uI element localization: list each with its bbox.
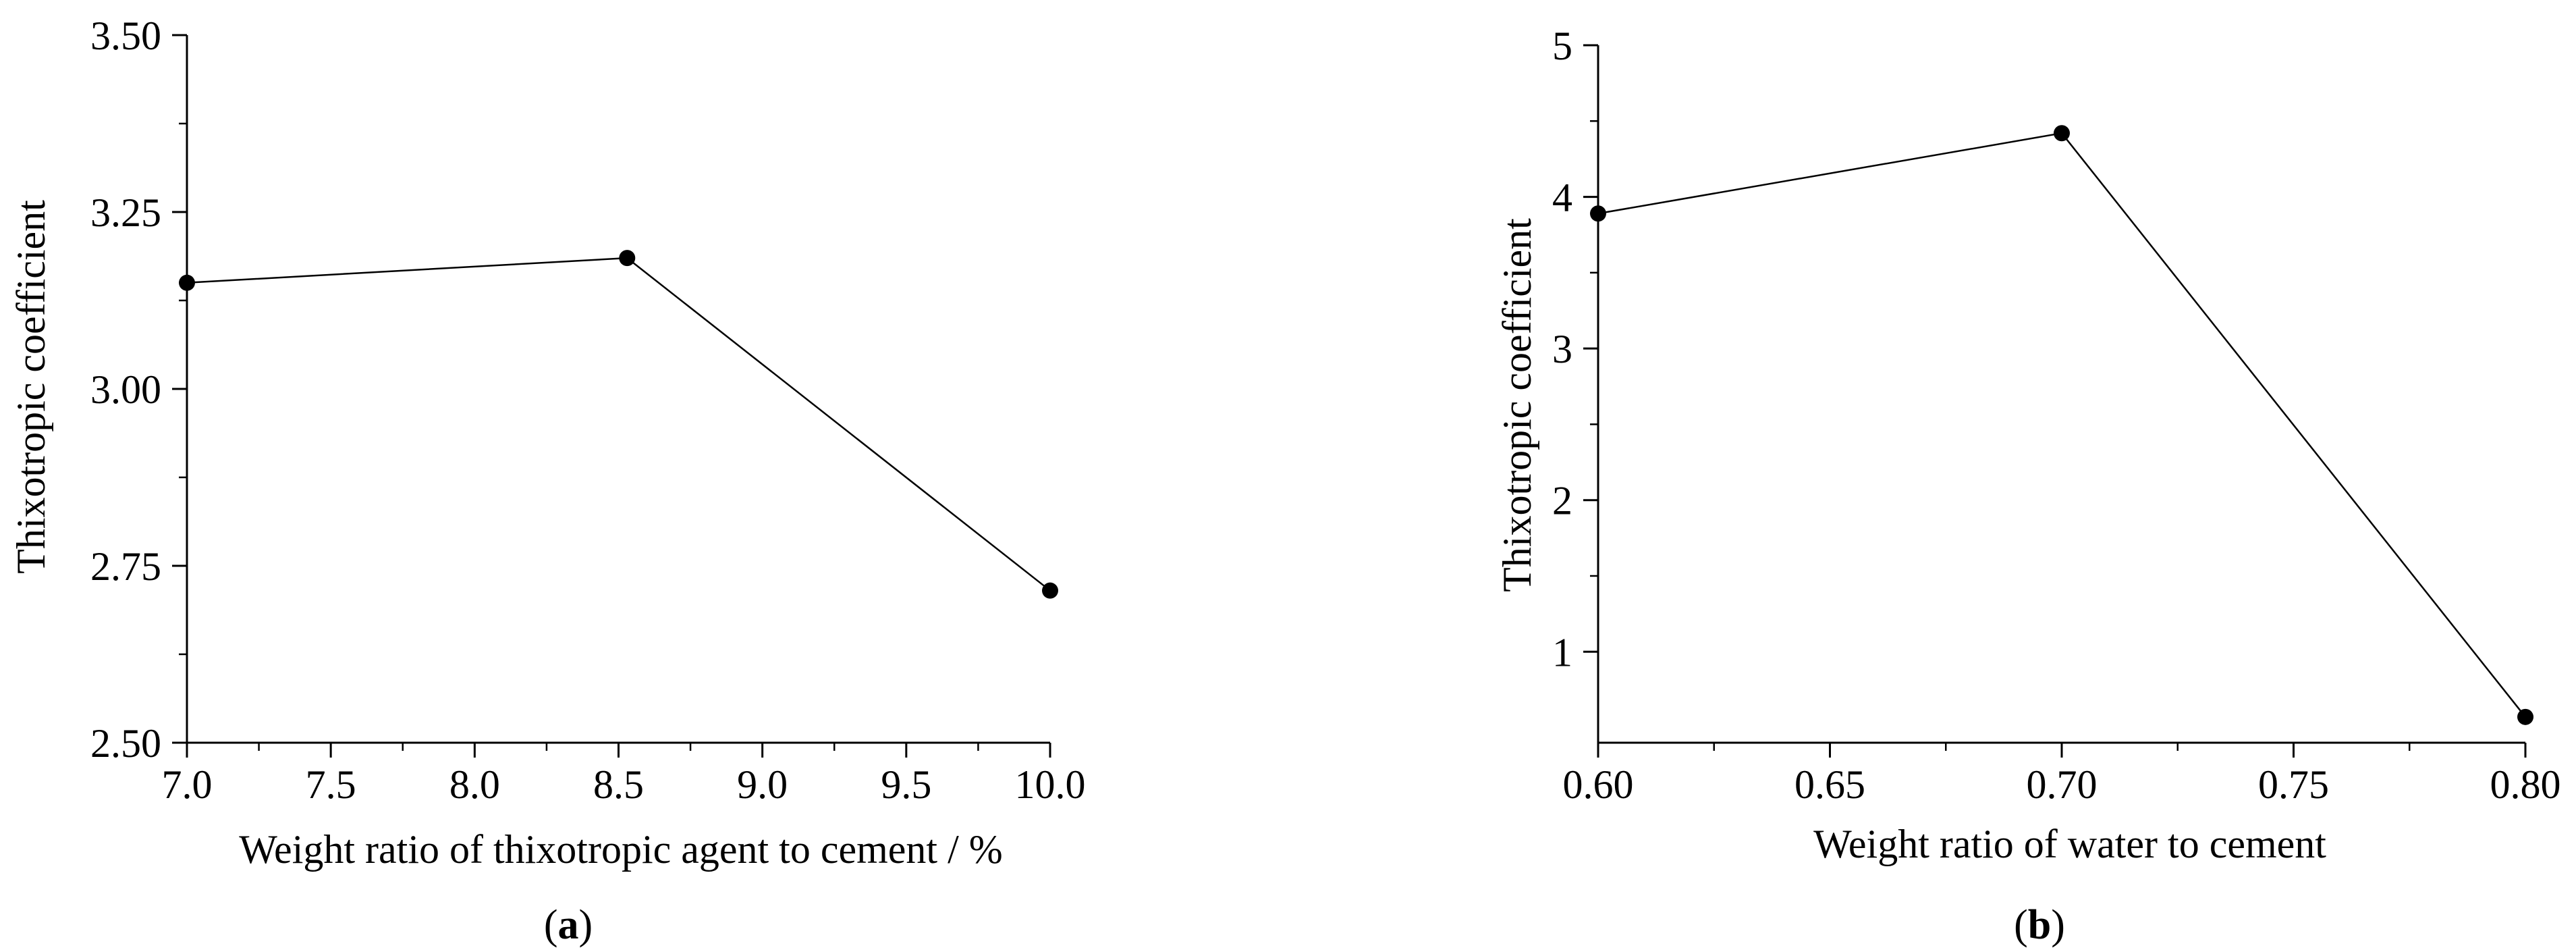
y-tick-label: 2 xyxy=(1552,479,1572,523)
panel-label-a: (a) xyxy=(544,902,593,948)
series-line xyxy=(1597,132,2526,718)
y-tick-label: 1 xyxy=(1552,630,1572,675)
y-tick-label: 5 xyxy=(1552,24,1572,68)
x-tick-label: 9.5 xyxy=(881,762,931,807)
data-point xyxy=(179,274,195,291)
y-tick-label: 2.50 xyxy=(90,721,161,766)
axes-frame xyxy=(186,35,1050,744)
x-ticks: 7.0 7.5 8.0 8.5 9.0 9.5 10.0 xyxy=(162,743,1086,807)
x-tick-label: 8.0 xyxy=(449,762,500,807)
y-axis-label: Thixotropic coefficient xyxy=(1495,218,1539,592)
data-point xyxy=(2517,708,2533,725)
x-axis-label: Weight ratio of water to cement xyxy=(1813,822,2326,866)
y-ticks: 1 2 3 4 5 xyxy=(1552,24,1598,675)
panel-label-b: (b) xyxy=(2014,902,2065,948)
chart-panel-a: 7.0 7.5 8.0 8.5 9.0 9.5 10.0 2.50 2.75 3.00 3.25 3… xyxy=(9,14,1086,948)
data-point xyxy=(2054,125,2070,142)
series xyxy=(1590,125,2533,725)
series-line xyxy=(186,257,1051,591)
x-tick-label: 10.0 xyxy=(1015,762,1086,807)
x-tick-label: 0.60 xyxy=(1563,762,1634,807)
y-tick-label: 3.25 xyxy=(90,190,161,235)
y-tick-label: 3.00 xyxy=(90,367,161,412)
y-tick-label: 3 xyxy=(1552,327,1572,371)
y-tick-label: 3.50 xyxy=(90,14,161,58)
x-tick-label: 7.0 xyxy=(162,762,213,807)
data-point xyxy=(1042,582,1058,599)
axes-frame xyxy=(1597,45,2525,744)
y-tick-label: 2.75 xyxy=(90,544,161,589)
x-tick-label: 0.70 xyxy=(2027,762,2098,807)
series xyxy=(179,250,1058,599)
data-point xyxy=(619,250,636,267)
data-point xyxy=(1590,205,1606,222)
x-tick-label: 0.80 xyxy=(2490,762,2561,807)
y-tick-label: 4 xyxy=(1552,176,1572,220)
x-tick-label: 0.65 xyxy=(1794,762,1865,807)
chart-panel-b: 0.60 0.65 0.70 0.75 0.80 1 2 3 4 5 Weight ratio … xyxy=(1495,24,2561,948)
x-tick-label: 8.5 xyxy=(593,762,644,807)
x-tick-label: 0.75 xyxy=(2258,762,2329,807)
x-ticks: 0.60 0.65 0.70 0.75 0.80 xyxy=(1563,743,2561,807)
x-axis-label: Weight ratio of thixotropic agent to cem… xyxy=(239,827,1003,872)
y-axis-label: Thixotropic coefficient xyxy=(9,200,53,574)
y-ticks: 2.50 2.75 3.00 3.25 3.50 xyxy=(90,14,187,766)
x-tick-label: 9.0 xyxy=(737,762,788,807)
x-tick-label: 7.5 xyxy=(306,762,356,807)
